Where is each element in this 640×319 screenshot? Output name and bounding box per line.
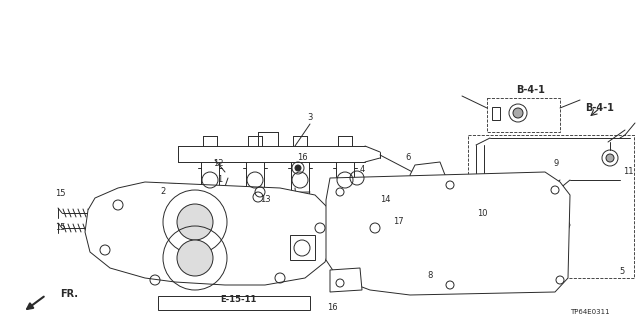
Text: 4: 4 xyxy=(360,166,365,174)
Text: 3: 3 xyxy=(307,114,313,122)
Circle shape xyxy=(606,154,614,162)
Bar xyxy=(468,135,634,278)
Polygon shape xyxy=(410,162,445,188)
Polygon shape xyxy=(330,268,362,292)
Text: 2: 2 xyxy=(161,188,166,197)
Polygon shape xyxy=(540,212,570,238)
Text: 15: 15 xyxy=(55,224,65,233)
Polygon shape xyxy=(85,182,335,285)
Text: 12: 12 xyxy=(212,159,223,167)
Text: 16: 16 xyxy=(297,152,307,161)
Text: B-4-1: B-4-1 xyxy=(586,103,614,113)
Text: 5: 5 xyxy=(620,268,625,277)
Text: 10: 10 xyxy=(477,209,487,218)
Bar xyxy=(487,98,560,132)
Polygon shape xyxy=(158,296,310,310)
Text: 16: 16 xyxy=(326,303,337,313)
Circle shape xyxy=(295,165,301,171)
Circle shape xyxy=(513,108,523,118)
Text: 9: 9 xyxy=(554,160,559,168)
Text: FR.: FR. xyxy=(60,289,78,299)
Text: TP64E0311: TP64E0311 xyxy=(570,309,610,315)
Text: 17: 17 xyxy=(393,218,403,226)
Polygon shape xyxy=(160,183,175,195)
Text: 14: 14 xyxy=(380,196,390,204)
Text: 1: 1 xyxy=(218,175,223,184)
Text: 8: 8 xyxy=(428,271,433,280)
Text: 15: 15 xyxy=(55,189,65,198)
Text: E-15-11: E-15-11 xyxy=(220,295,256,305)
Polygon shape xyxy=(290,235,315,260)
Text: 13: 13 xyxy=(260,196,270,204)
Text: B-4-1: B-4-1 xyxy=(516,85,545,95)
Text: 11: 11 xyxy=(623,167,633,176)
Circle shape xyxy=(177,240,213,276)
Polygon shape xyxy=(492,107,500,120)
Polygon shape xyxy=(468,193,490,213)
Text: 6: 6 xyxy=(405,152,411,161)
Polygon shape xyxy=(326,172,570,295)
Circle shape xyxy=(177,204,213,240)
